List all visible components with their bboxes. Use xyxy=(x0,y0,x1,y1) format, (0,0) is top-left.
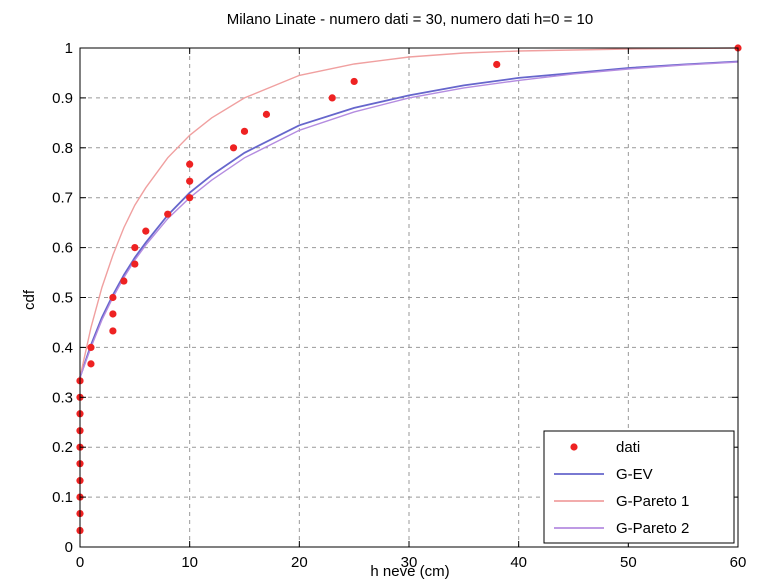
data-point xyxy=(240,127,249,135)
x-tick-label: 0 xyxy=(76,554,84,571)
data-point xyxy=(328,94,336,102)
x-tick-label: 30 xyxy=(401,554,418,571)
data-point xyxy=(109,327,117,335)
series-line-g-ev xyxy=(79,60,739,378)
x-tick-label: 60 xyxy=(730,554,747,571)
data-point xyxy=(350,77,358,86)
y-tick-label: 0.1 xyxy=(52,489,73,506)
data-point xyxy=(131,260,139,268)
data-point xyxy=(262,110,271,118)
data-point xyxy=(109,293,117,302)
legend-marker xyxy=(570,443,578,451)
y-tick-label: 0.3 xyxy=(52,389,73,406)
data-point xyxy=(229,144,238,152)
data-point xyxy=(131,244,139,252)
data-point xyxy=(142,227,150,235)
y-tick-label: 0.8 xyxy=(52,140,73,157)
series-line-g-pareto-1 xyxy=(79,47,739,378)
x-tick-label: 20 xyxy=(291,554,308,571)
legend-label: G-Pareto 1 xyxy=(616,493,689,510)
y-tick-label: 0.6 xyxy=(52,240,73,257)
y-tick-label: 0.5 xyxy=(52,290,73,307)
legend-label: dati xyxy=(616,439,640,456)
y-tick-label: 0 xyxy=(65,539,73,556)
y-tick-label: 0.4 xyxy=(52,339,73,356)
y-axis-label: cdf xyxy=(21,289,38,310)
data-point xyxy=(120,277,128,285)
x-tick-label: 50 xyxy=(620,554,637,571)
x-tick-label: 40 xyxy=(510,554,527,571)
data-point xyxy=(493,60,501,69)
chart-title: Milano Linate - numero dati = 30, numero… xyxy=(227,11,593,28)
data-point xyxy=(87,343,95,351)
series-line-g-pareto-2 xyxy=(79,61,739,378)
y-tick-label: 0.2 xyxy=(52,439,73,456)
legend-label: G-Pareto 2 xyxy=(616,520,689,537)
x-axis-label: h neve (cm) xyxy=(370,563,449,579)
data-point xyxy=(186,177,194,185)
data-point xyxy=(186,194,194,202)
tick-layer: 0 10 20 30 40 50 60 0 0.1 0.2 0.3 0.4 0.5 0.6 0.7 0.8 0.… xyxy=(52,40,746,571)
data-point xyxy=(164,210,172,218)
y-tick-label: 0.9 xyxy=(52,90,73,107)
data-point xyxy=(109,310,117,318)
x-tick-label: 10 xyxy=(181,554,198,571)
data-point xyxy=(186,160,194,168)
y-tick-label: 1 xyxy=(65,40,73,57)
legend: dati G-EV G-Pareto 1 G-Pareto 2 xyxy=(543,430,735,544)
data-point xyxy=(87,360,95,368)
y-tick-label: 0.7 xyxy=(52,190,73,207)
legend-label: G-EV xyxy=(616,466,653,483)
